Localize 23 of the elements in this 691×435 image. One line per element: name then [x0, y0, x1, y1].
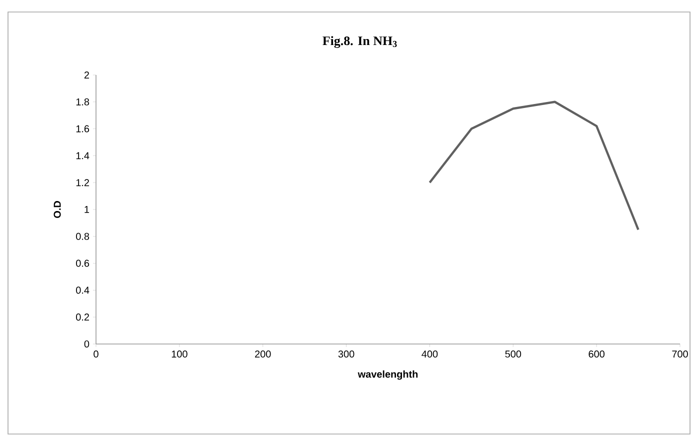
y-tick-label: 1.6	[76, 125, 90, 132]
y-tick-label: 1.4	[76, 152, 90, 160]
y-tick-label: 1.8	[76, 98, 90, 106]
chart-title: Fig.8. In NH$_{3}$	[322, 36, 397, 48]
x-tick-label: 700	[672, 350, 688, 358]
y-tick-label: 0.6	[76, 260, 90, 267]
x-tick-label: 0	[94, 350, 98, 358]
y-tick-label: 0.8	[76, 232, 90, 240]
y-tick-label: 2	[84, 72, 89, 78]
y-tick-label: 1	[84, 206, 90, 213]
x-tick-label: 100	[172, 350, 188, 358]
x-tick-label: 600	[588, 350, 604, 358]
y-tick-label: 0.4	[76, 286, 90, 294]
x-axis-title: wavelenghth	[358, 370, 418, 380]
y-tick-label: 1.2	[76, 179, 89, 186]
x-tick-label: 300	[338, 350, 354, 358]
y-axis-title: O.D	[54, 201, 61, 218]
y-tick-label: 0	[84, 340, 90, 348]
x-tick-label: 400	[422, 350, 438, 358]
x-tick-label: 200	[255, 350, 271, 358]
y-tick-label: 0.2	[76, 314, 89, 321]
x-tick-label: 500	[505, 350, 522, 358]
line-series	[428, 100, 640, 231]
